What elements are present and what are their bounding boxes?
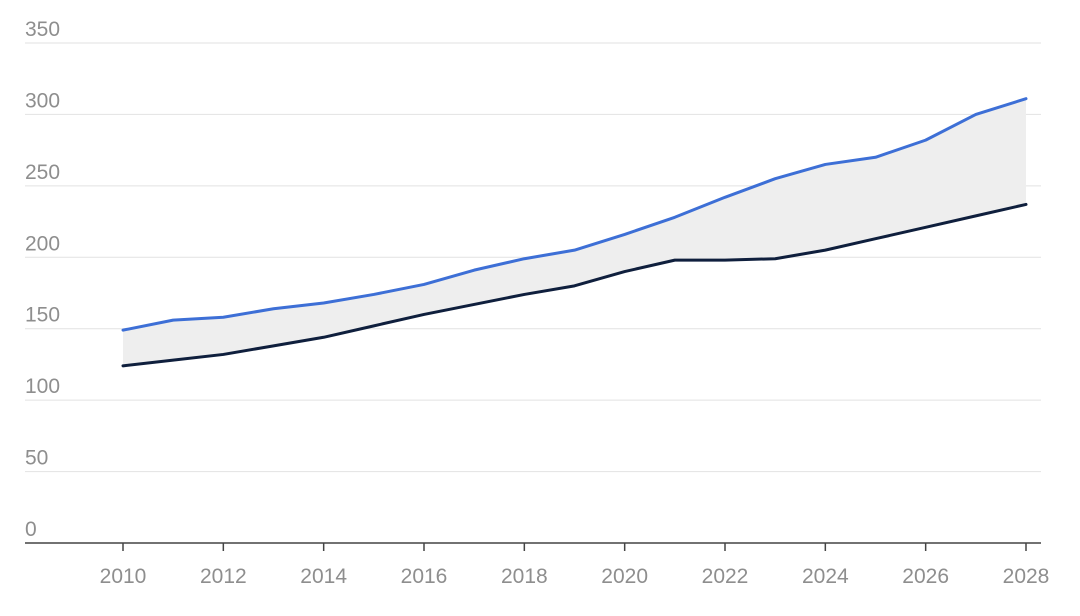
y-tick-label: 300 bbox=[25, 89, 60, 112]
x-tick-label: 2018 bbox=[501, 565, 548, 588]
range-band-area bbox=[123, 98, 1026, 366]
y-tick-label: 0 bbox=[25, 518, 37, 541]
y-tick-label: 50 bbox=[25, 447, 48, 470]
y-tick-label: 200 bbox=[25, 232, 60, 255]
series-line-1 bbox=[121, 97, 1028, 332]
range-band bbox=[123, 98, 1026, 366]
x-tick-label: 2014 bbox=[300, 565, 347, 588]
x-tick-label: 2028 bbox=[1003, 565, 1050, 588]
x-tick-label: 2010 bbox=[100, 565, 147, 588]
x-tick-label: 2020 bbox=[601, 565, 648, 588]
y-tick-label: 250 bbox=[25, 161, 60, 184]
x-axis-tick-labels: 2010 2012 2014 2016 2018 2020 2022 2024 2026 2028 bbox=[100, 565, 1050, 588]
y-axis-tick-labels: 0 50 100 150 200 250 300 350 bbox=[25, 18, 60, 541]
x-tick-label: 2016 bbox=[401, 565, 448, 588]
x-tick-label: 2026 bbox=[902, 565, 949, 588]
series-line-2 bbox=[121, 202, 1028, 368]
x-tick-label: 2022 bbox=[702, 565, 749, 588]
series-lines bbox=[121, 97, 1028, 368]
x-tick-label: 2024 bbox=[802, 565, 849, 588]
y-tick-label: 150 bbox=[25, 304, 60, 327]
y-tick-label: 350 bbox=[25, 18, 60, 41]
y-tick-label: 100 bbox=[25, 375, 60, 398]
x-axis bbox=[25, 542, 1041, 551]
x-tick-label: 2012 bbox=[200, 565, 247, 588]
